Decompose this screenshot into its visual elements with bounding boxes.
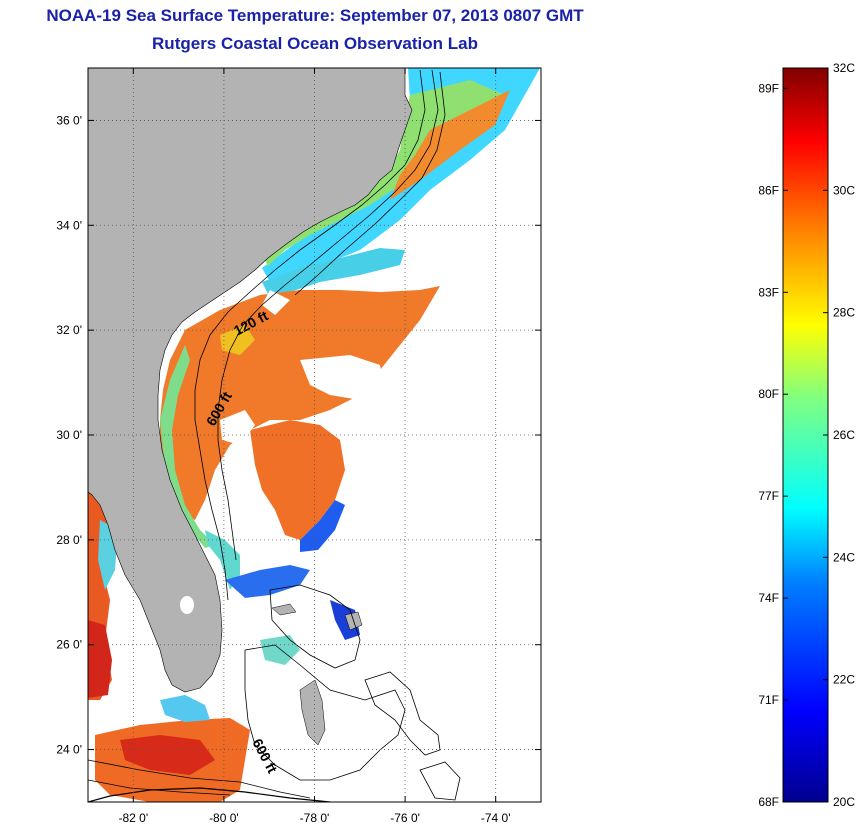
- lat-tick-label: 36 0': [56, 113, 82, 127]
- isobath-contours: [88, 69, 461, 801]
- colorbar-label-fahrenheit: 80F: [758, 387, 779, 401]
- land-bahamas-small-2: [271, 603, 297, 616]
- colorbar-label-fahrenheit: 77F: [758, 489, 779, 503]
- sst-florida-strip: [205, 530, 240, 590]
- map-content: 120 ft 600 ft 600 ft: [88, 68, 541, 802]
- land-cuba: [88, 787, 331, 802]
- colorbar-label-celsius: 26C: [833, 428, 855, 442]
- lat-tick-label: 32 0': [56, 323, 82, 337]
- sst-band-north-orange: [390, 90, 510, 200]
- colorbar-label-fahrenheit: 86F: [758, 183, 779, 197]
- lon-tick-label: -74 0': [481, 811, 511, 825]
- lon-tick-label: -78 0': [300, 811, 330, 825]
- sst-edge-blue: [300, 500, 345, 552]
- colorbar-label-fahrenheit: 83F: [758, 285, 779, 299]
- colorbar-label-fahrenheit: 74F: [758, 591, 779, 605]
- lat-tick-label: 34 0': [56, 218, 82, 232]
- colorbar: [782, 67, 829, 803]
- land-bahamas-andros: [299, 679, 326, 746]
- map-subtitle: Rutgers Coastal Ocean Observation Lab: [152, 34, 478, 53]
- map-axes: -82 0' -80 0' -78 0' -76 0' -74 0' 24 0' 26 0'…: [56, 68, 541, 825]
- colorbar-label-celsius: 28C: [833, 306, 855, 320]
- cloud-gap-1: [300, 355, 385, 400]
- colorbar-label-fahrenheit: 71F: [758, 693, 779, 707]
- colorbar-label-celsius: 22C: [833, 673, 855, 687]
- lat-tick-label: 26 0': [56, 638, 82, 652]
- sst-swath: [88, 68, 540, 802]
- sst-bahamas-blue: [225, 565, 310, 598]
- sst-yellow-patches: [220, 325, 255, 355]
- sst-bahamas-blue-2: [330, 600, 360, 640]
- lon-tick-label: -76 0': [390, 811, 420, 825]
- cloud-gap-2: [220, 410, 255, 445]
- inland-lake: [180, 596, 194, 614]
- sst-south-red: [120, 735, 215, 775]
- sst-south-cyan: [160, 695, 210, 722]
- lat-tick-label: 28 0': [56, 533, 82, 547]
- sst-band-mid-cyan: [262, 248, 405, 298]
- lat-tick-label: 30 0': [56, 428, 82, 442]
- colorbar-label-celsius: 30C: [833, 183, 855, 197]
- land-us-southeast: [88, 68, 413, 693]
- colorbar-label-fahrenheit: 89F: [758, 81, 779, 95]
- map-title: NOAA-19 Sea Surface Temperature: Septemb…: [46, 6, 584, 25]
- colorbar-label-celsius: 24C: [833, 550, 855, 564]
- cloud-gap-3: [262, 290, 290, 315]
- lon-tick-label: -82 0': [118, 811, 148, 825]
- colorbar-ticks: 32C 30C 28C 26C 24C 22C 20C 89F 86F 83F 80F 77F 74F 7…: [758, 61, 855, 809]
- sst-gulf-red: [88, 620, 112, 698]
- lat-tick-label: 24 0': [56, 743, 82, 757]
- lon-tick-label: -80 0': [209, 811, 239, 825]
- colorbar-label-fahrenheit: 68F: [758, 795, 779, 809]
- colorbar-label-celsius: 32C: [833, 61, 855, 75]
- sst-warm-east: [250, 420, 345, 540]
- colorbar-label-celsius: 20C: [833, 795, 855, 809]
